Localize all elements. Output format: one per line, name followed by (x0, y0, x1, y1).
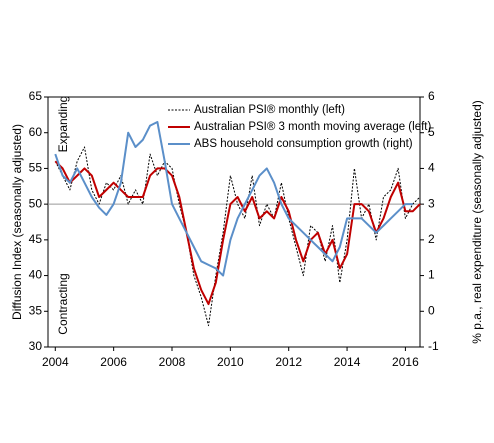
y2-tick-label: 5 (428, 125, 435, 139)
y-tick-label: 40 (29, 268, 43, 282)
series-line (54, 121, 413, 277)
y-tick-label: 60 (29, 125, 43, 139)
x-tick-label: 2012 (275, 355, 302, 369)
annotation: Contracting (56, 273, 70, 334)
y2-tick-label: 1 (428, 268, 435, 282)
y2-axis-label: % p.a., real expenditure (seasonally adj… (470, 100, 484, 343)
x-tick-label: 2010 (217, 355, 244, 369)
legend-label: ABS household consumption growth (right) (194, 138, 413, 150)
x-tick-label: 2004 (42, 355, 69, 369)
legend-label: Australian PSI® monthly (left) (194, 104, 345, 116)
y-tick-label: 50 (29, 196, 43, 210)
x-tick-label: 2014 (334, 355, 361, 369)
y2-tick-label: 0 (428, 303, 435, 317)
x-tick-label: 2006 (100, 355, 127, 369)
y-tick-label: 45 (29, 232, 43, 246)
plot-frame (47, 96, 421, 348)
legend-label: Australian PSI® 3 month moving average (… (194, 121, 431, 133)
series-line (54, 146, 421, 327)
y-tick-label: 65 (29, 89, 43, 103)
y2-tick-label: 3 (428, 196, 435, 210)
y-tick-label: 35 (29, 303, 43, 317)
series-line (54, 160, 421, 306)
x-tick-label: 2008 (159, 355, 186, 369)
y2-tick-label: 6 (428, 89, 435, 103)
y-tick-label: 55 (29, 161, 43, 175)
annotation: Expanding (56, 96, 70, 153)
y2-tick-label: -1 (428, 339, 439, 353)
y-tick-label: 30 (29, 339, 43, 353)
x-tick-label: 2016 (392, 355, 419, 369)
y2-tick-label: 2 (428, 232, 435, 246)
y2-tick-label: 4 (428, 161, 435, 175)
y-axis-label: Diffusion Index (seasonally adjusted) (10, 124, 24, 320)
